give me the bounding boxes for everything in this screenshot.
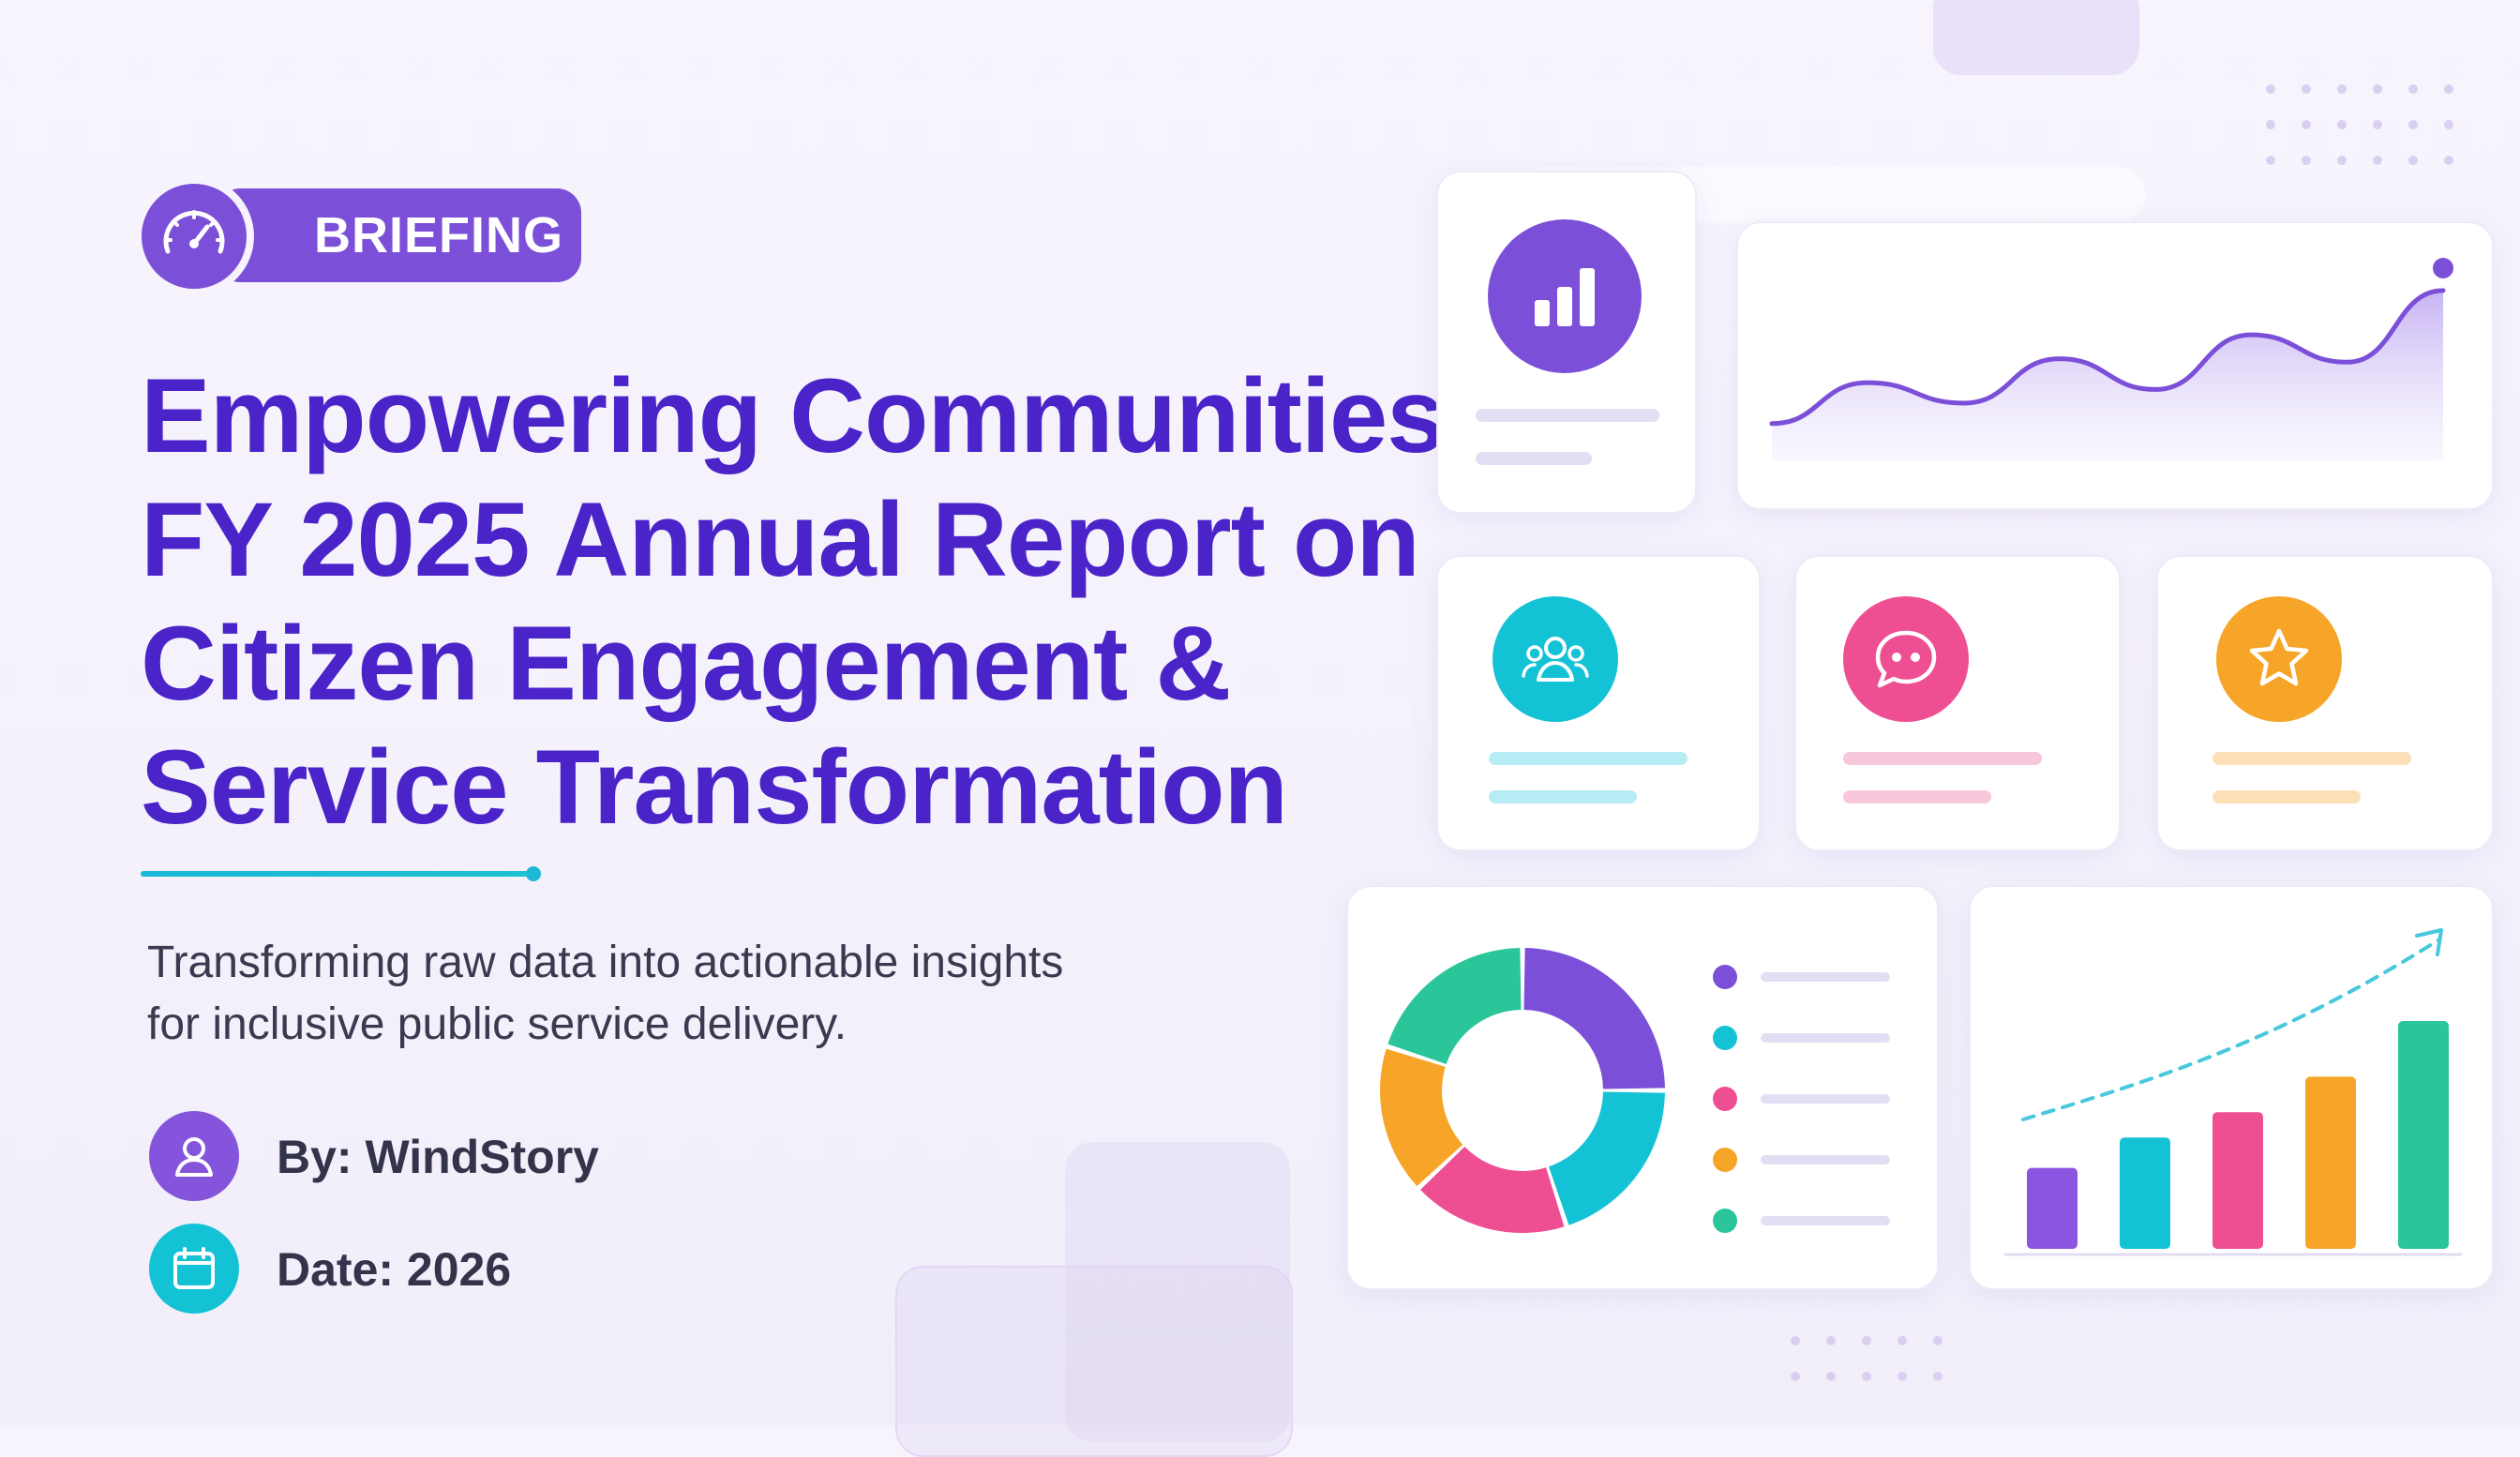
placeholder-line — [1476, 452, 1592, 465]
author-label: By: WindStory — [277, 1131, 599, 1183]
legend-line — [1761, 1155, 1890, 1164]
speedometer-icon — [163, 210, 225, 254]
stat-card-chart — [1436, 171, 1697, 514]
user-icon — [175, 1137, 213, 1177]
dot-grid-top-right — [2266, 84, 2453, 165]
bar-chart-icon — [1535, 268, 1595, 326]
decorative-square-bottom-2 — [895, 1266, 1293, 1457]
legend-dot — [1713, 1087, 1737, 1111]
subtitle-line-1: Transforming raw data into actionable in… — [147, 938, 1064, 987]
date-label: Date: 2026 — [277, 1243, 512, 1296]
placeholder-line — [1489, 752, 1688, 765]
briefing-badge — [216, 188, 581, 282]
decorative-square-bottom — [1065, 1142, 1290, 1442]
donut-chart-card — [1346, 885, 1939, 1290]
area-chart — [1769, 258, 2453, 461]
title-line-1: Empowering Communities: — [141, 357, 1479, 474]
title-line-2: FY 2025 Annual Report on — [141, 481, 1420, 598]
legend-dot — [1713, 1026, 1737, 1050]
people-icon-circle — [1492, 596, 1618, 722]
bar — [2120, 1137, 2170, 1249]
placeholder-line — [2212, 752, 2411, 765]
donut-slice — [1380, 1048, 1463, 1187]
title-underline — [141, 871, 534, 877]
title-line-3: Citizen Engagement & — [141, 605, 1231, 722]
placeholder-line — [1843, 752, 2042, 765]
donut-slice — [1549, 1091, 1665, 1225]
donut-slice — [1420, 1146, 1565, 1233]
dot-grid-bottom — [1791, 1336, 1942, 1381]
trend-line — [2021, 938, 2441, 1121]
donut-slice — [1523, 948, 1665, 1089]
stat-card-chat — [1794, 555, 2121, 851]
title-line-4: Service Transformation — [141, 728, 1288, 846]
briefing-label: BRIEFING — [314, 207, 564, 263]
author-icon-circle — [149, 1111, 239, 1201]
placeholder-line — [1843, 790, 1991, 804]
calendar-icon — [173, 1247, 215, 1289]
placeholder-line — [2212, 790, 2361, 804]
legend-dot — [1713, 1148, 1737, 1172]
chat-bubble-icon-circle — [1843, 596, 1969, 722]
bar — [2398, 1021, 2449, 1249]
area-chart-card — [1736, 221, 2494, 510]
date-icon-circle — [149, 1224, 239, 1314]
donut-chart — [1380, 948, 1890, 1233]
placeholder-line — [1489, 790, 1637, 804]
chat-bubble-icon — [1875, 630, 1937, 688]
people-icon — [1522, 637, 1589, 682]
placeholder-line — [1476, 409, 1659, 422]
stat-card-star — [2156, 555, 2494, 851]
legend-line — [1761, 972, 1890, 982]
page-title: Empowering Communities: FY 2025 Annual R… — [141, 354, 1479, 849]
legend-line — [1761, 1033, 1890, 1043]
area-line — [1769, 288, 2446, 427]
legend-line — [1761, 1216, 1890, 1225]
star-icon-circle — [2216, 596, 2342, 722]
decorative-square-top — [1933, 0, 2139, 75]
bar — [2305, 1076, 2356, 1249]
stat-card-people — [1436, 555, 1761, 851]
badge-icon-circle — [134, 176, 254, 296]
bar — [2212, 1112, 2263, 1249]
legend-line — [1761, 1094, 1890, 1104]
title-underline-dot — [526, 866, 541, 881]
subtitle-line-2: for inclusive public service delivery. — [147, 999, 848, 1049]
bar — [2027, 1167, 2078, 1249]
trend-arrow-icon — [2415, 928, 2443, 956]
bar-chart-icon-circle — [1488, 219, 1642, 373]
legend-dot — [1713, 1209, 1737, 1233]
donut-slice — [1388, 948, 1522, 1064]
legend-dot — [1713, 965, 1737, 989]
bar-chart — [2004, 928, 2462, 1256]
star-icon — [2249, 628, 2309, 686]
area-end-point — [2433, 258, 2453, 278]
bar-chart-card — [1969, 885, 2494, 1290]
subtitle: Transforming raw data into actionable in… — [147, 932, 1178, 1056]
